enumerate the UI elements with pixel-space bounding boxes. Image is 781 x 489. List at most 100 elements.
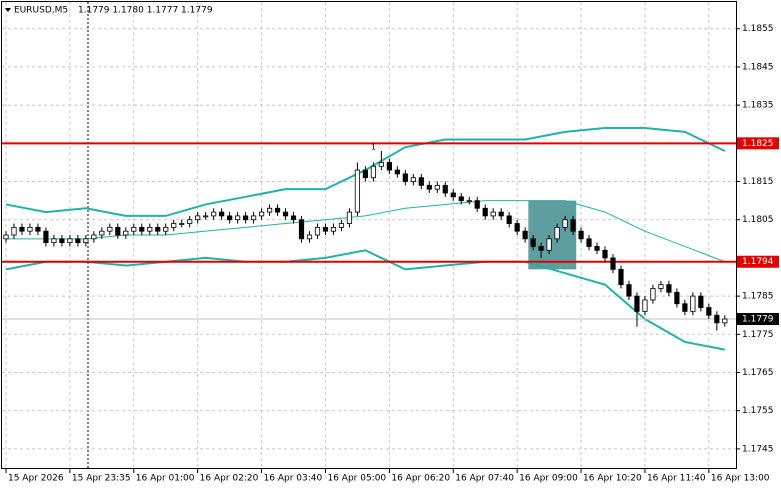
level-label: 1.1825 [742,139,774,149]
candle-body [3,234,9,240]
x-tick-label: 16 Apr 03:40 [264,474,323,484]
candle-body [19,226,25,232]
candle-body [179,223,185,225]
y-tick-label: 1.1775 [742,330,774,340]
x-tick-label: 16 Apr 05:00 [327,474,386,484]
x-tick-label: 16 Apr 10:20 [583,474,642,484]
candle-body [514,223,520,232]
candle-body [418,177,424,186]
candle-body [83,238,89,244]
candle-body [346,211,353,224]
candle-body [59,238,65,244]
candle-body [618,268,624,286]
candle-body [243,215,249,221]
candle-body [195,215,201,221]
candle-body [506,215,512,224]
candle-body [27,226,33,232]
candle-body [75,238,81,244]
candle-body [642,299,648,312]
level-box [737,137,779,150]
candle-body [554,226,560,240]
candle-body [43,230,49,244]
candle-body [666,284,672,293]
candle-body [498,211,504,217]
candle-body [163,226,169,232]
candle-body [67,238,73,244]
candle-body [306,234,313,240]
candle-body [546,238,552,251]
candle-body [706,307,712,316]
zone-rect [528,200,577,270]
candle-body [322,226,329,232]
candle-body [11,226,17,236]
candle-body [682,303,688,312]
candle-body [634,295,640,312]
current-price-box [737,313,779,326]
candle-body [258,211,265,217]
annotation: 1 [371,143,376,152]
candle-body [147,226,153,232]
x-tick-label: 16 Apr 11:40 [647,474,706,484]
candle-body [131,226,137,232]
candle-body [362,169,369,179]
candle-body [187,219,193,224]
candle-body [227,215,233,221]
x-tick-label: 16 Apr 02:20 [200,474,259,484]
candle-body [211,211,217,217]
y-tick-label: 1.1835 [742,101,774,111]
candle-body [298,219,305,240]
candle-body [698,295,704,308]
candle-body [722,318,728,324]
candle-body [602,249,608,259]
candle-body [458,196,464,202]
candle-body [115,226,121,236]
candle-body [266,207,273,213]
candle-body [338,223,345,228]
candle-body [123,230,129,236]
x-tick-label: 16 Apr 07:40 [455,474,514,484]
candle-body [522,230,528,240]
candle-body [139,226,145,232]
candle-body [410,177,416,182]
candle-body [626,284,632,297]
quote-text: 1.1779 1.1780 1.1777 1.1779 [78,6,213,16]
candle-body [658,284,664,289]
y-tick-label: 1.1845 [742,62,774,72]
candle-body [450,192,456,198]
candle-body [538,246,544,251]
x-tick-label: 16 Apr 01:00 [136,474,195,484]
level-box [737,255,779,268]
candle-body [250,215,257,221]
menu-icon[interactable] [5,8,11,12]
plot-frame [1,1,737,469]
x-tick-label: 15 Apr 2026 [8,474,64,484]
candle-body [99,230,105,236]
candle-body [490,211,496,217]
candle-body [51,238,57,244]
x-tick-label: 16 Apr 13:00 [711,474,770,484]
candle-body [578,230,584,240]
y-tick-label: 1.1765 [742,368,774,378]
candle-body [610,257,616,270]
candle-body [434,184,440,190]
candle-body [35,226,41,232]
x-tick-label: 16 Apr 06:20 [391,474,450,484]
y-tick-label: 1.1855 [742,24,774,34]
candle-body [426,184,432,190]
candle-body [586,238,592,247]
candle-body [690,295,696,312]
y-tick-label: 1.1745 [742,444,774,454]
band-line [5,249,726,351]
candle-body [570,219,576,232]
candle-body [386,162,392,171]
candle-body [219,211,225,217]
candle-body [171,223,177,228]
plot-layer: 1 [2,2,736,468]
candle-body [203,215,209,218]
candle-body [482,207,488,217]
y-tick-label: 1.1755 [742,406,774,416]
candle-body [394,169,400,175]
symbol-title: EURUSD,M5 [14,6,68,16]
candle-body [674,291,680,305]
